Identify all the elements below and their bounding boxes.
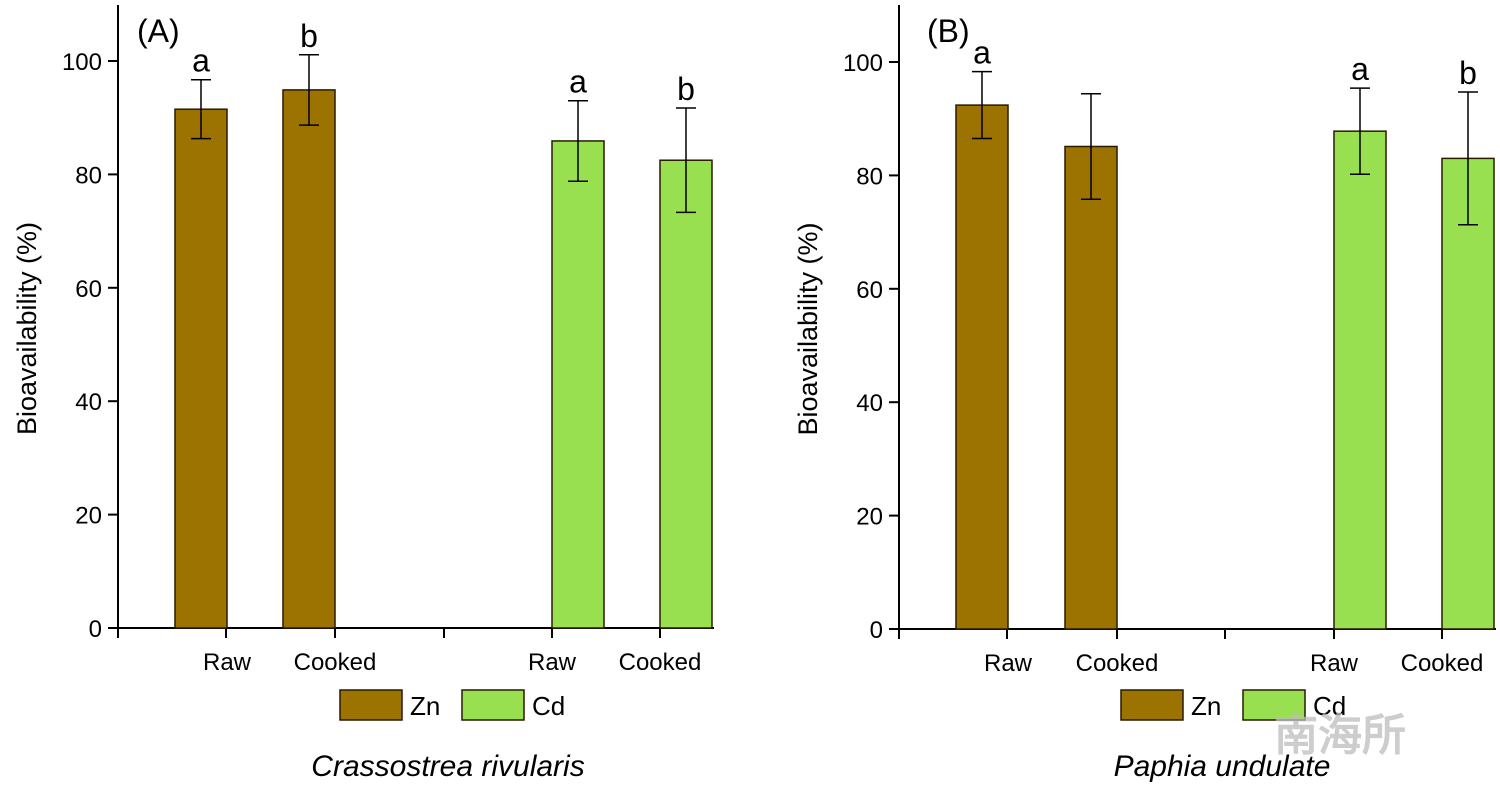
bar-zn-cooked — [1064, 145, 1118, 630]
legend-swatch-zn — [1120, 689, 1184, 721]
bar-cd-cooked — [1441, 157, 1495, 630]
y-tick-label: 20 — [856, 504, 883, 531]
significance-label: a — [973, 35, 991, 71]
y-axis-label: Bioavailability (%) — [12, 222, 42, 435]
bar-zn-raw — [955, 104, 1009, 630]
x-tick-label: Raw — [203, 649, 252, 676]
y-tick-label: 80 — [856, 163, 883, 190]
legend-label-cd: Cd — [532, 691, 565, 721]
panel-label: (B) — [927, 13, 970, 49]
y-tick-label: 60 — [856, 277, 883, 304]
y-tick-label: 0 — [870, 617, 883, 644]
x-tick-label: Cooked — [294, 649, 377, 676]
legend-swatch-zn — [339, 689, 403, 721]
legend-label-zn: Zn — [1191, 691, 1221, 721]
x-axis-label: Crassostrea rivularis — [311, 750, 584, 783]
significance-label: a — [569, 64, 587, 100]
y-axis-label: Bioavailability (%) — [793, 222, 823, 435]
significance-label: b — [300, 18, 318, 54]
panel-a: 0 20 40 60 80 100 Bioavailability (%) (A) a b a b Ra… — [12, 5, 714, 783]
y-tick-label: 100 — [62, 49, 102, 76]
y-tick-label: 40 — [75, 389, 102, 416]
significance-label: b — [677, 71, 695, 107]
x-tick-label: Cooked — [1076, 650, 1159, 677]
significance-label: b — [1459, 55, 1477, 91]
bar-zn-cooked — [282, 89, 336, 629]
x-tick-label: Cooked — [1401, 650, 1484, 677]
y-tick-label: 100 — [843, 50, 883, 77]
x-tick-label: Raw — [528, 649, 577, 676]
legend-label-cd: Cd — [1313, 691, 1346, 721]
bar-cd-raw — [551, 140, 605, 629]
bar-cd-raw — [1333, 130, 1387, 630]
significance-label: a — [192, 43, 210, 79]
legend-label-zn: Zn — [410, 691, 440, 721]
legend-swatch-cd — [461, 689, 525, 721]
significance-label: a — [1351, 51, 1369, 87]
legend-swatch-cd — [1242, 689, 1306, 721]
y-tick-label: 20 — [75, 503, 102, 530]
watermark: 南海所 — [1274, 710, 1406, 761]
x-tick-label: Raw — [984, 650, 1033, 677]
panel-label: (A) — [137, 13, 180, 49]
y-tick-label: 0 — [89, 616, 102, 643]
y-tick-label: 80 — [75, 162, 102, 189]
x-axis-label: Paphia undulate — [1114, 750, 1331, 783]
x-tick-label: Cooked — [619, 649, 702, 676]
y-tick-label: 40 — [856, 390, 883, 417]
x-tick-label: Raw — [1310, 650, 1359, 677]
bar-zn-raw — [174, 108, 228, 629]
y-tick-label: 60 — [75, 276, 102, 303]
bar-cd-cooked — [659, 159, 713, 629]
